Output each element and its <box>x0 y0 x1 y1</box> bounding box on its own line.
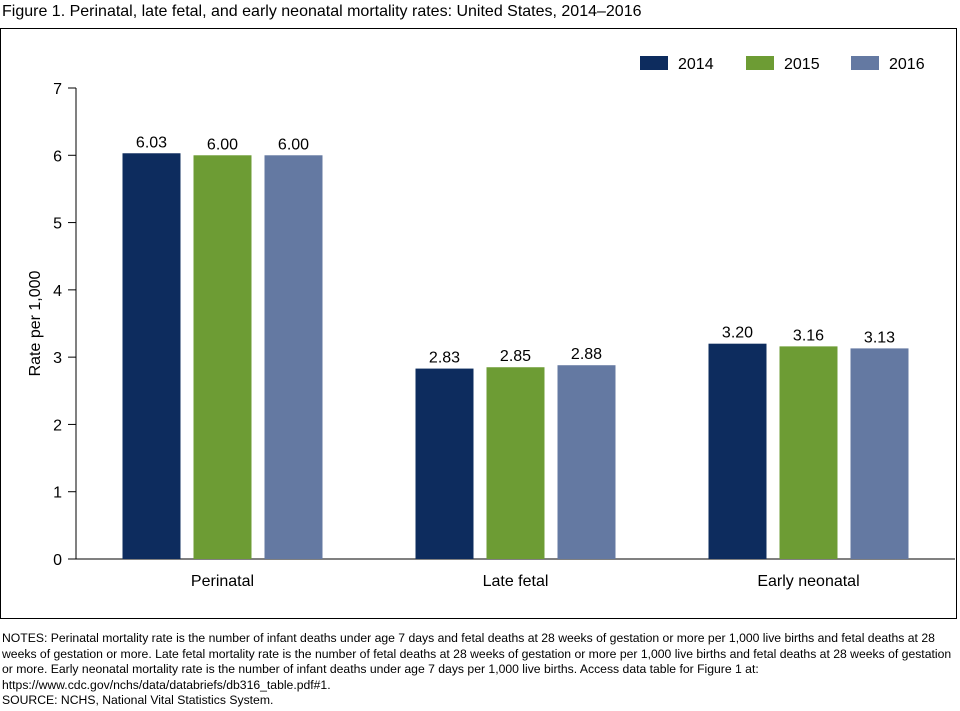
y-tick-label: 6 <box>53 148 62 165</box>
chart-frame <box>0 28 957 619</box>
legend-label: 2015 <box>784 56 820 73</box>
data-label: 2.85 <box>500 348 531 365</box>
y-tick-label: 0 <box>53 552 62 569</box>
y-axis-label: Rate per 1,000 <box>27 270 44 376</box>
data-label: 3.13 <box>864 329 895 346</box>
legend-swatch <box>746 56 774 70</box>
x-tick-label: Perinatal <box>191 573 254 590</box>
data-label: 3.16 <box>793 327 824 344</box>
data-label: 6.00 <box>278 136 309 153</box>
legend-swatch <box>640 56 668 70</box>
figure-title: Figure 1. Perinatal, late fetal, and ear… <box>2 3 642 20</box>
legend-swatch <box>851 56 879 70</box>
y-tick-label: 3 <box>53 350 62 367</box>
bar <box>415 368 474 559</box>
x-tick-label: Late fetal <box>483 573 549 590</box>
data-label: 3.20 <box>722 325 753 342</box>
bar <box>193 155 252 560</box>
y-tick-label: 7 <box>53 81 62 98</box>
legend-label: 2016 <box>889 56 925 73</box>
data-label: 6.00 <box>207 136 238 153</box>
figure-notes: NOTES: Perinatal mortality rate is the n… <box>2 631 952 709</box>
y-tick-label: 2 <box>53 417 62 434</box>
legend-label: 2014 <box>678 56 714 73</box>
bar <box>486 367 545 559</box>
bar <box>264 155 323 560</box>
chart-bars: 6.03 6.00 6.00 2.83 2.85 2.88 3.20 3.16 3.13 <box>122 134 909 560</box>
y-tick-label: 5 <box>53 216 62 233</box>
notes-text: NOTES: Perinatal mortality rate is the n… <box>2 631 952 692</box>
data-label: 2.83 <box>429 350 460 367</box>
y-tick-label: 1 <box>53 485 62 502</box>
bar <box>557 365 616 559</box>
y-tick-label: 4 <box>53 283 62 300</box>
bar <box>708 343 767 559</box>
bar <box>779 346 838 559</box>
bar <box>122 153 181 559</box>
bar-chart: 0 1 2 3 4 5 6 7 Rate per 1,000 Perinatal Late feta… <box>27 56 955 590</box>
data-label: 2.88 <box>571 346 602 363</box>
bar <box>850 348 909 559</box>
x-tick-label: Early neonatal <box>757 573 859 590</box>
data-label: 6.03 <box>136 134 167 151</box>
chart-legend: 2014 2015 2016 <box>640 56 925 73</box>
source-text: SOURCE: NCHS, National Vital Statistics … <box>2 693 274 708</box>
